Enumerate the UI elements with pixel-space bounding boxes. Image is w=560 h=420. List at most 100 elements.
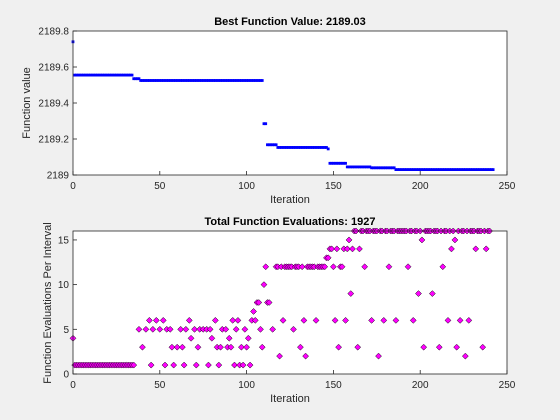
evals-point [217, 343, 224, 351]
best-value-point [292, 146, 295, 149]
y-tick-label: 2189.2 [38, 135, 69, 146]
best-value-point [168, 79, 172, 82]
best-value-point [121, 73, 125, 77]
best-value-point [366, 165, 370, 169]
best-value-point [233, 79, 236, 82]
best-value-point [276, 146, 280, 149]
evals-point [409, 317, 417, 324]
best-value-point [177, 79, 181, 82]
best-value-point [288, 146, 292, 149]
best-value-point [420, 168, 424, 171]
best-value-point [297, 146, 301, 149]
evals-point [243, 343, 250, 351]
best-value-point [279, 146, 283, 149]
x-tick-label: 150 [325, 181, 342, 192]
best-value-point [352, 165, 356, 169]
evals-point [260, 281, 268, 288]
best-value-point [344, 161, 347, 165]
best-value-point [194, 79, 198, 82]
evals-point [418, 236, 426, 244]
best-value-point [472, 168, 476, 171]
evals-point [232, 325, 240, 333]
best-value-point [120, 73, 124, 77]
best-value-point [378, 166, 382, 170]
best-value-point [293, 146, 297, 149]
best-value-point [274, 143, 278, 147]
evals-point [208, 334, 216, 342]
best-value-point [477, 168, 481, 171]
x-tick-label: 150 [325, 380, 342, 391]
best-value-x-ticks: 0 50 100 150 200 250 [70, 171, 516, 192]
best-value-point [399, 168, 403, 171]
best-value-point [213, 79, 217, 82]
best-value-point [260, 79, 264, 82]
best-value-point [377, 166, 380, 170]
best-value-point [165, 79, 169, 82]
best-value-point [80, 73, 84, 77]
best-value-point [83, 73, 87, 77]
best-value-point [446, 168, 450, 171]
best-value-point [203, 79, 207, 82]
best-value-point [380, 166, 384, 170]
best-value-point [387, 166, 391, 170]
y-tick-label: 15 [58, 235, 70, 246]
best-value-point [134, 77, 137, 81]
best-value-point [210, 79, 214, 82]
x-tick-label: 250 [499, 181, 516, 192]
best-value-point [283, 146, 287, 149]
evals-point [300, 317, 308, 324]
best-value-point [248, 79, 252, 82]
evals-point [238, 343, 245, 351]
best-value-point [123, 73, 127, 77]
evals-point [130, 361, 138, 369]
best-value-point [73, 73, 77, 77]
best-value-point [389, 166, 393, 170]
best-value-point [476, 168, 479, 171]
best-value-point [111, 73, 115, 77]
evals-point [451, 236, 459, 244]
best-value-point [149, 79, 153, 82]
best-value-point [444, 168, 448, 171]
x-tick-label: 50 [154, 380, 166, 391]
best-value-point [382, 166, 386, 170]
evals-point [244, 334, 252, 342]
best-value-point [108, 73, 111, 77]
best-value-point [460, 168, 464, 171]
best-value-point [392, 166, 396, 170]
best-value-point [404, 168, 408, 171]
evals-point [404, 263, 412, 271]
best-value-point [307, 146, 311, 149]
best-value-point [489, 168, 493, 171]
best-value-point [118, 73, 122, 77]
best-value-point [325, 146, 328, 149]
best-value-point [174, 79, 177, 82]
best-value-point [463, 168, 467, 171]
evals-point [192, 361, 200, 369]
best-value-point [222, 79, 226, 82]
x-tick-label: 0 [70, 380, 76, 391]
evals-point [479, 343, 487, 351]
best-value-point [437, 168, 441, 171]
evals-point [342, 317, 349, 324]
best-value-point [238, 79, 242, 82]
best-value-point [92, 73, 96, 77]
best-value-point [338, 161, 342, 165]
best-value-point [153, 79, 156, 82]
best-value-point [125, 73, 129, 77]
evals-point [298, 263, 306, 271]
evals-point [435, 343, 443, 351]
best-value-point [82, 73, 85, 77]
best-value-point [413, 168, 417, 171]
best-value-point [113, 73, 117, 77]
best-value-point [434, 168, 438, 171]
best-value-point [394, 168, 398, 171]
best-value-point [104, 73, 108, 77]
best-value-point [443, 168, 446, 171]
best-value-point [205, 79, 209, 82]
best-value-point [290, 146, 294, 149]
best-value-point [488, 168, 492, 171]
best-value-point [373, 166, 377, 170]
evals-point [206, 325, 214, 333]
function-evals-y-label: Function Evaluations Per Interval [42, 222, 54, 383]
best-value-point [396, 168, 400, 171]
